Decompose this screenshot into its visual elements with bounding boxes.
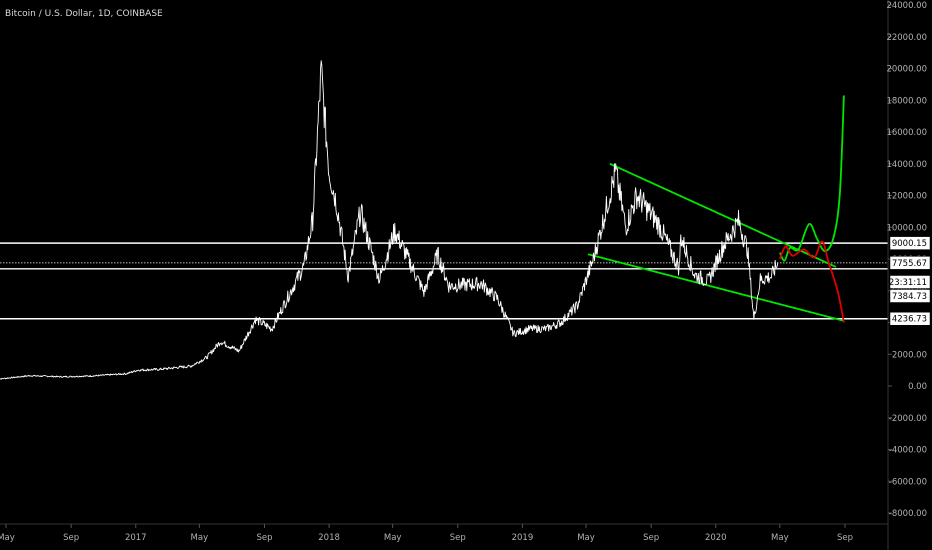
- y-tick-label: 20000.00: [886, 65, 927, 75]
- y-tick-label: 0.00: [908, 382, 927, 392]
- horizontal-levels: [0, 242, 888, 320]
- y-tick-label: -8000.00: [889, 509, 927, 519]
- y-tick-label: 18000.00: [886, 96, 927, 106]
- y-tick-label: -2000.00: [889, 414, 927, 424]
- x-tick-label: May: [384, 533, 402, 543]
- level-label-4236-box: [889, 311, 931, 326]
- symbol-title: Bitcoin / U.S. Dollar, 1D, COINBASE: [5, 9, 163, 19]
- x-tick-label: Sep: [643, 533, 659, 543]
- x-tick-label: 2019: [512, 533, 534, 543]
- x-tick-label: May: [0, 533, 15, 543]
- trendlines: [587, 162, 845, 322]
- x-tick-label: May: [771, 533, 789, 543]
- x-tick-label: Sep: [256, 533, 272, 543]
- level-label-9000-box: [889, 236, 931, 250]
- level-label-9000: 9000.15: [892, 239, 927, 249]
- x-tick-label: 2017: [125, 533, 147, 543]
- time-axis[interactable]: May Sep 2017 May Sep 2018 May Sep 2019 May Sep 2020…: [0, 523, 888, 543]
- price-line: [0, 60, 779, 380]
- projection-line: [779, 240, 845, 323]
- x-tick-label: Sep: [837, 533, 853, 543]
- x-tick-label: May: [577, 533, 595, 543]
- y-tick-label: 14000.00: [886, 160, 927, 170]
- x-tick-label: 2018: [318, 533, 340, 543]
- projection-paths: [779, 95, 845, 323]
- x-tick-label: May: [191, 533, 209, 543]
- level-label-7755: 7755.67: [892, 259, 927, 269]
- y-tick-label: -4000.00: [889, 446, 927, 456]
- countdown-label-box: [889, 275, 931, 289]
- level-label-7384-box: [889, 289, 931, 303]
- x-tick-label: 2020: [705, 533, 727, 543]
- y-tick-label: 22000.00: [886, 33, 927, 43]
- trendline: [587, 253, 845, 322]
- y-tick-label: 10000.00: [886, 223, 927, 233]
- level-label-7384: 7384.73: [892, 292, 927, 302]
- y-tick-label: 24000.00: [886, 1, 927, 11]
- x-tick-label: Sep: [63, 533, 79, 543]
- y-tick-label: 16000.00: [886, 128, 927, 138]
- y-tick-label: -6000.00: [889, 477, 927, 487]
- price-axis[interactable]: 24000.00 22000.00 20000.00 18000.00 16000.00…: [886, 0, 927, 550]
- y-tick-label: 12000.00: [886, 192, 927, 202]
- y-tick-label: 2000.00: [892, 350, 927, 360]
- x-tick-label: Sep: [450, 533, 466, 543]
- countdown-label: 23:31:11: [889, 278, 927, 288]
- projection-line: [779, 95, 845, 262]
- level-labels: 9000.15 7755.67 23:31:11 7384.73 4236.73: [889, 236, 931, 326]
- price-series: [0, 60, 779, 380]
- level-label-4236: 4236.73: [892, 315, 927, 325]
- level-label-7755-box: [889, 256, 931, 270]
